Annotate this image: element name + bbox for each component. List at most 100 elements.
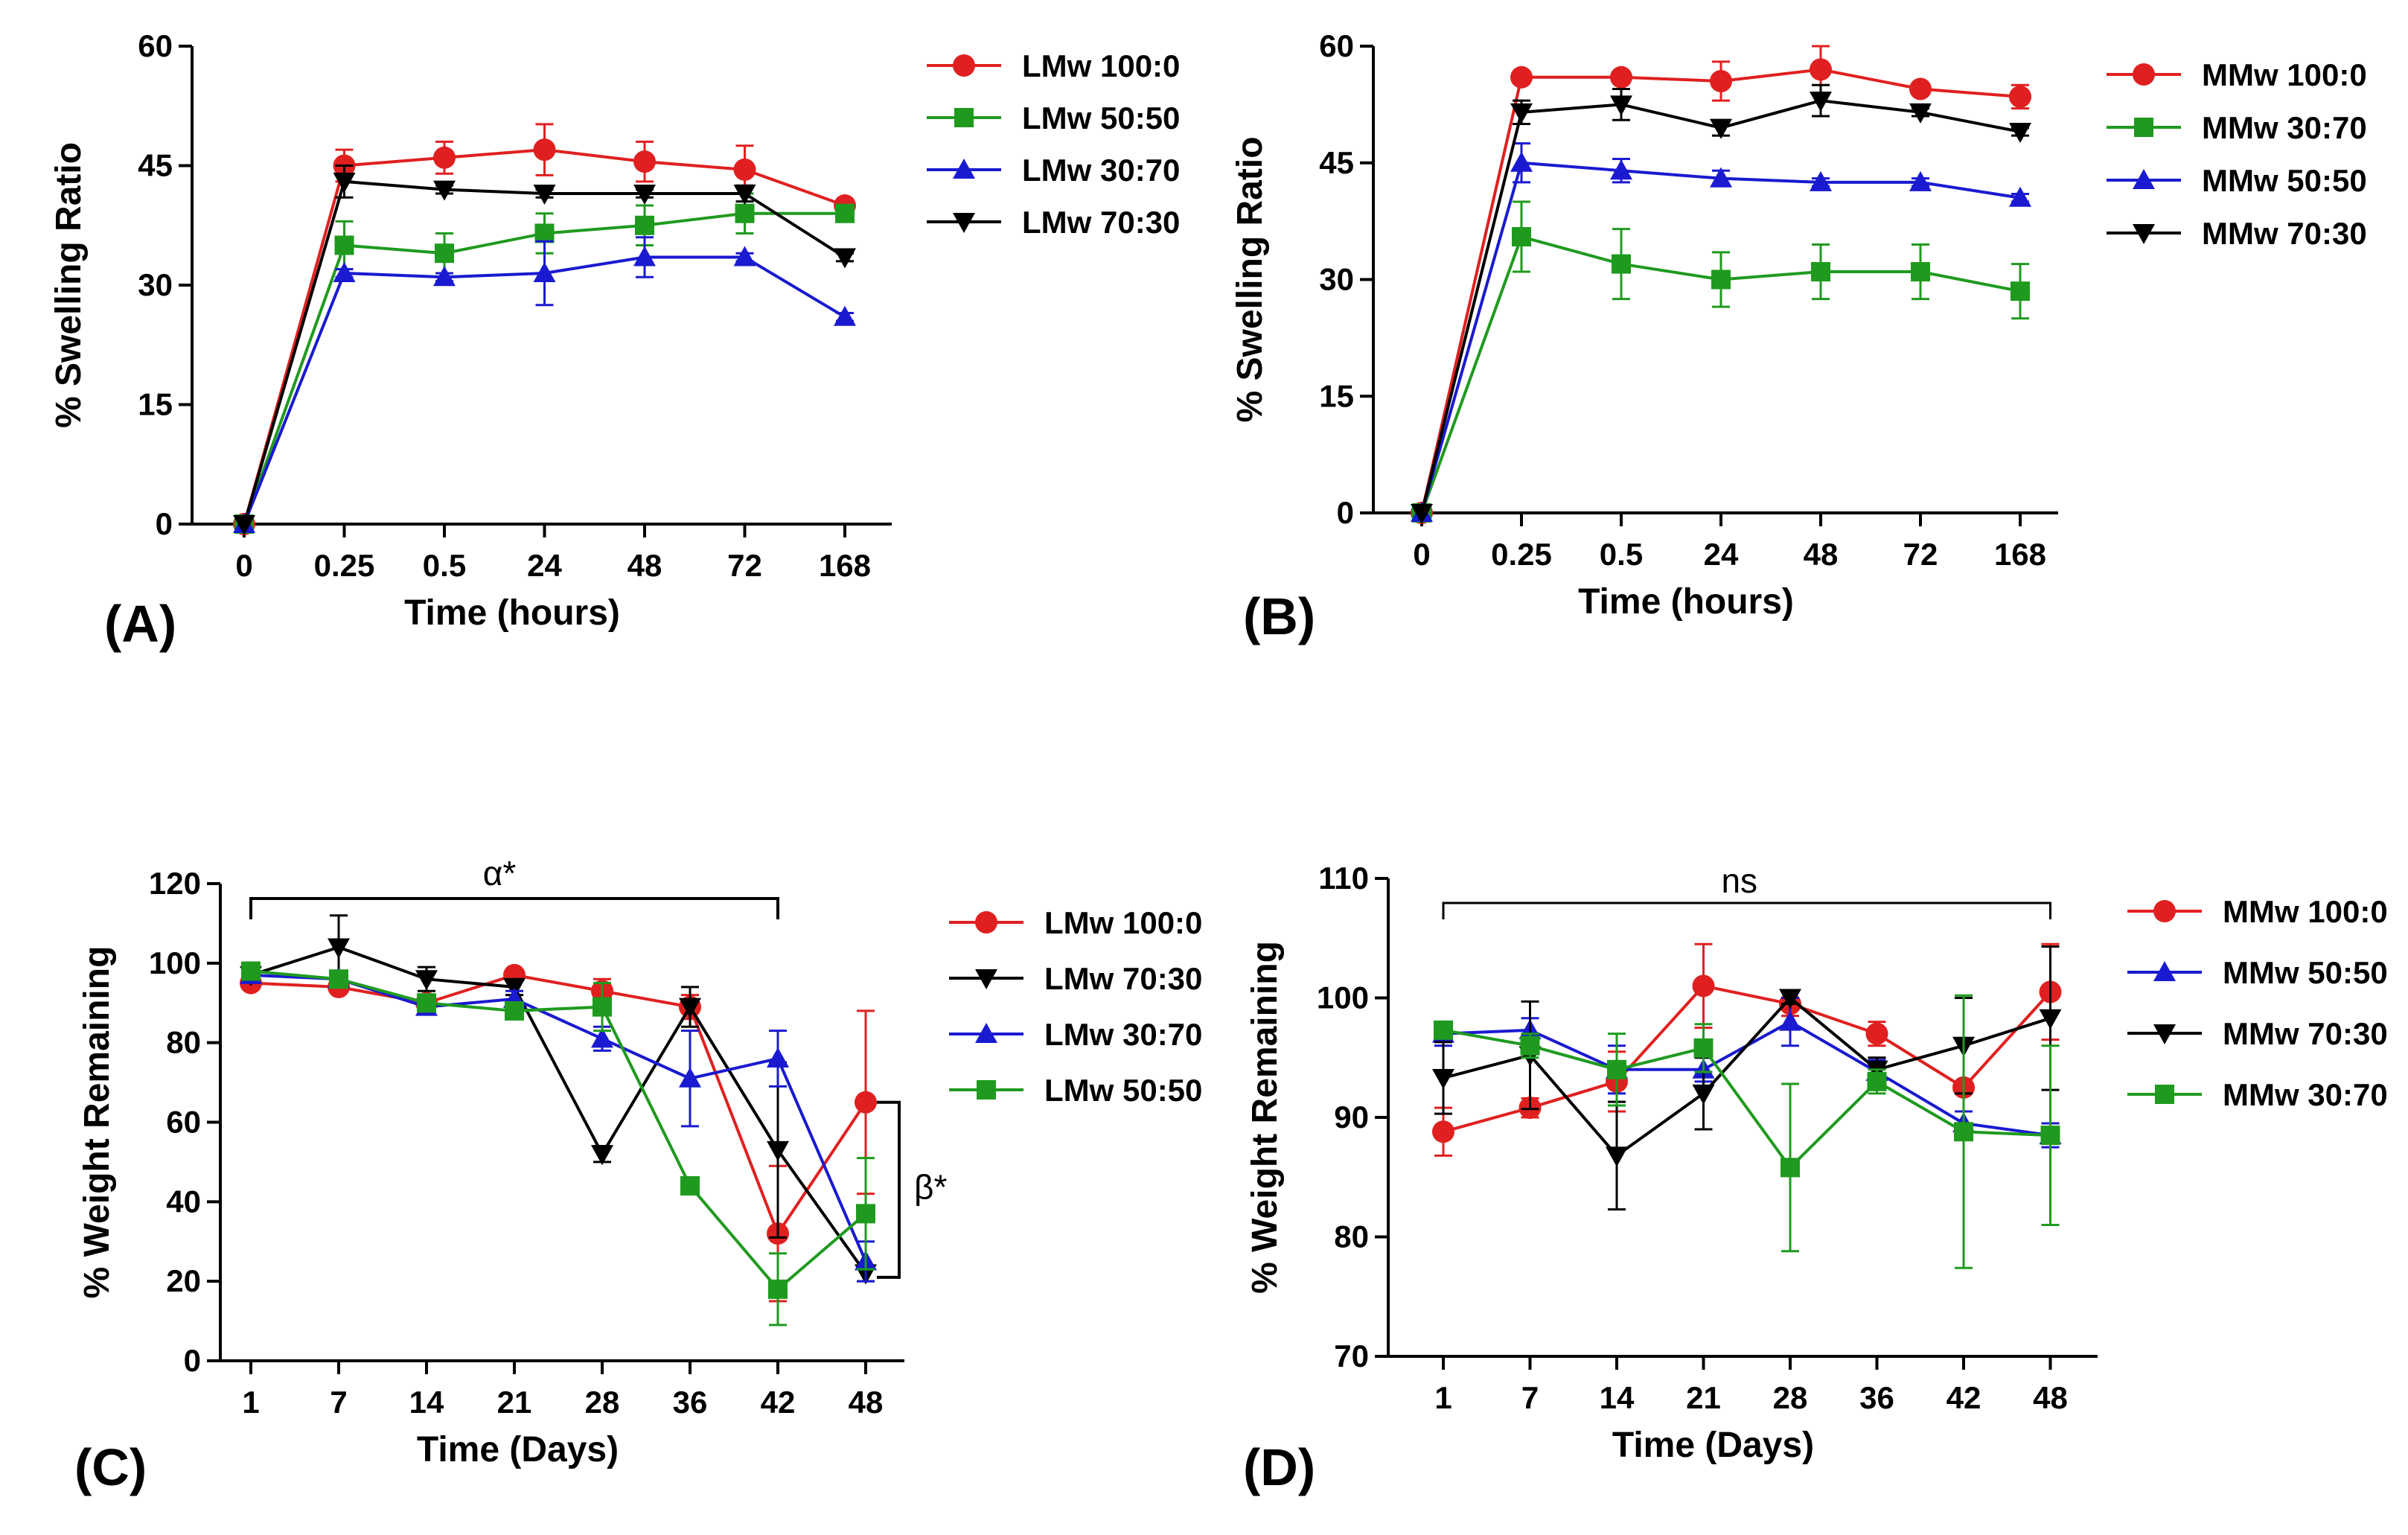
data-point: [1610, 95, 1632, 116]
data-point: [1810, 170, 1832, 191]
legend-item: LMw 70:30: [927, 205, 1180, 240]
data-point: [2011, 281, 2030, 301]
data-point: [1865, 1022, 1888, 1045]
legend-item: MMw 30:70: [2107, 110, 2367, 145]
x-tick-label: 28: [1773, 1380, 1808, 1415]
data-point: [1692, 1084, 1715, 1105]
legend-label: LMw 50:50: [1044, 1073, 1202, 1108]
x-tick-label: 0.25: [314, 548, 375, 583]
legend-marker: [975, 911, 997, 934]
x-tick-label: 24: [527, 548, 562, 583]
legend-label: MMw 30:70: [2223, 1077, 2388, 1112]
legend-item: LMw 100:0: [949, 905, 1202, 940]
data-point: [1779, 989, 1801, 1009]
legend-marker: [953, 159, 975, 179]
data-point: [415, 970, 438, 991]
y-tick-label: 45: [1319, 145, 1354, 180]
legend-item: MMw 70:30: [2107, 216, 2367, 251]
panel-letter: (B): [1243, 587, 1315, 645]
x-tick-label: 1: [242, 1385, 259, 1420]
data-point: [856, 1204, 875, 1224]
legend-marker: [2155, 1085, 2174, 1104]
y-axis-label: % Swelling Ratio: [49, 142, 89, 428]
y-tick-label: 30: [138, 267, 173, 302]
data-point: [433, 180, 456, 201]
legend-item: LMw 30:70: [949, 1017, 1202, 1052]
y-tick-label: 40: [166, 1184, 201, 1219]
data-point: [329, 969, 348, 989]
y-tick-label: 60: [138, 28, 173, 63]
data-point: [1612, 254, 1631, 274]
data-point: [241, 961, 261, 981]
significance-bracket: [249, 897, 779, 919]
legend-label: LMw 70:30: [1044, 961, 1202, 996]
x-tick-label: 21: [1686, 1380, 1721, 1415]
data-point: [433, 266, 456, 287]
x-tick-label: 42: [761, 1385, 796, 1420]
legend-item: MMw 100:0: [2127, 894, 2388, 929]
significance-label: ns: [1721, 861, 1757, 900]
series-line: [250, 945, 867, 1274]
data-point: [679, 1067, 701, 1088]
x-tick-label: 168: [1994, 537, 2046, 572]
legend-marker: [975, 1023, 997, 1043]
panel-letter: (A): [104, 595, 176, 653]
legend-label: LMw 50:50: [1022, 100, 1180, 135]
series-line: [1443, 984, 2051, 1134]
series-line: [250, 973, 867, 1237]
legend-marker: [975, 969, 997, 989]
data-point: [1811, 262, 1830, 282]
legend-item: MMw 100:0: [2107, 57, 2367, 92]
data-point: [1710, 167, 1732, 188]
legend-label: LMw 100:0: [1044, 905, 1202, 940]
data-point: [633, 246, 656, 267]
data-point: [1610, 66, 1632, 89]
x-tick-label: 1: [1434, 1380, 1451, 1415]
series-mmw-30-70: [1412, 200, 2030, 523]
legend-item: LMw 70:30: [949, 961, 1202, 996]
legend-label: MMw 50:50: [2202, 163, 2367, 198]
legend-item: LMw 50:50: [949, 1073, 1202, 1108]
data-point: [834, 248, 856, 269]
y-tick-label: 80: [1334, 1219, 1369, 1254]
y-tick-label: 0: [156, 506, 173, 541]
data-point: [2009, 85, 2031, 108]
legend-marker: [2134, 118, 2153, 137]
data-point: [417, 993, 436, 1013]
legend-label: MMw 30:70: [2202, 110, 2367, 145]
x-tick-label: 14: [1600, 1380, 1635, 1415]
x-tick-label: 0: [1413, 537, 1430, 572]
data-point: [1810, 58, 1832, 81]
data-point: [767, 1047, 789, 1068]
x-tick-label: 72: [727, 548, 762, 583]
data-point: [1434, 1020, 1453, 1040]
legend-marker: [2153, 900, 2176, 922]
data-point: [1779, 1010, 1801, 1031]
y-tick-label: 100: [149, 945, 201, 980]
y-tick-label: 120: [149, 866, 201, 901]
data-point: [2040, 1126, 2060, 1146]
series-line: [250, 969, 867, 1292]
legend-marker: [2133, 224, 2155, 244]
data-point: [855, 1091, 877, 1114]
y-axis-label: % Swelling Ratio: [1230, 136, 1270, 422]
series-mmw-70-30: [1411, 83, 2031, 524]
series-mmw-30-70: [1434, 994, 2060, 1269]
data-point: [1610, 159, 1632, 180]
x-tick-label: 7: [1521, 1380, 1539, 1415]
legend-marker: [954, 108, 974, 127]
data-point: [1693, 1038, 1714, 1058]
y-tick-label: 70: [1334, 1338, 1369, 1373]
legend-item: MMw 50:50: [2107, 163, 2367, 198]
data-point: [333, 261, 356, 282]
legend-label: MMw 50:50: [2223, 955, 2388, 990]
data-point: [1510, 103, 1533, 124]
chart-panel-b: 0 15 30 45 60 0 0.25 0.5 24 48 72 168 Time (hours) % …: [1230, 28, 2367, 645]
data-point: [1710, 70, 1732, 93]
legend-marker: [2153, 1024, 2176, 1044]
x-tick-label: 48: [2033, 1380, 2068, 1415]
x-axis-label: Time (hours): [404, 593, 620, 633]
x-tick-label: 36: [673, 1385, 708, 1420]
x-axis-label: Time (hours): [1578, 582, 1794, 622]
data-point: [1909, 77, 1932, 100]
